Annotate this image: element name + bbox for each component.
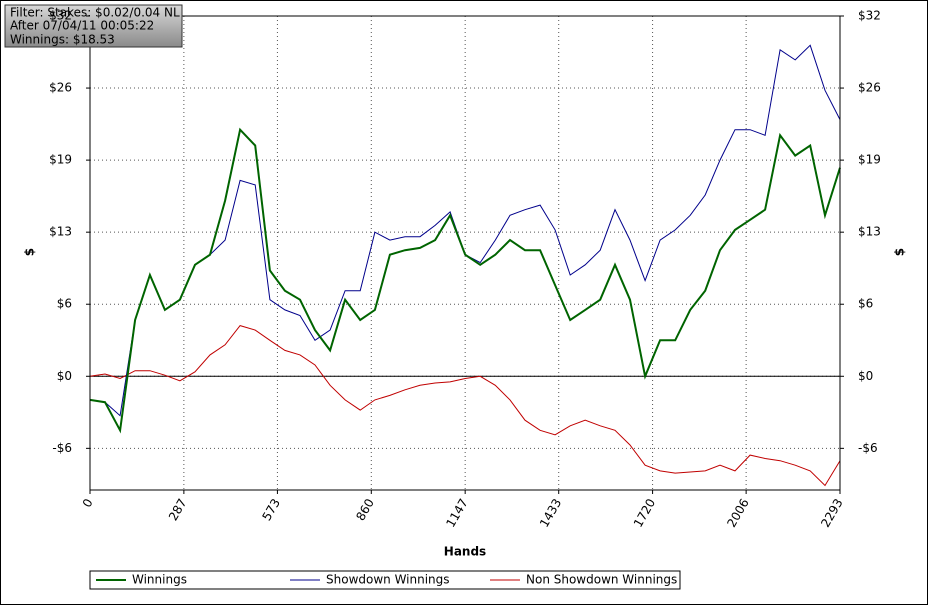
- legend: Winnings Showdown Winnings Non Showdown Wi…: [96, 573, 677, 587]
- x-axis-label: Hands: [444, 545, 486, 559]
- y-tick-label: $32: [49, 9, 72, 23]
- y2-tick-label: $0: [858, 369, 873, 383]
- y2-axis-label: $: [893, 248, 907, 256]
- y2-tick-label: $26: [858, 81, 881, 95]
- y2-tick-label: -$6: [858, 441, 878, 455]
- series-line: [89, 127, 841, 434]
- y-tick-label: $6: [57, 297, 72, 311]
- legend-label: Winnings: [132, 573, 187, 587]
- y-axis-label: $: [23, 248, 37, 256]
- info-text: After 07/04/11 00:05:22: [10, 19, 154, 33]
- info-box: Filter: Stakes: $0.02/0.04 NL After 07/0…: [4, 4, 183, 48]
- y2-tick-label: $6: [858, 297, 873, 311]
- y2-tick-label: $32: [858, 9, 881, 23]
- y-tick-label: $0: [57, 369, 72, 383]
- info-text: Winnings: $18.53: [10, 33, 115, 47]
- y-tick-label: -$6: [52, 441, 72, 455]
- info-text: Filter: Stakes: $0.02/0.04 NL: [10, 6, 180, 20]
- legend-label: Showdown Winnings: [326, 573, 450, 587]
- y2-tick-label: $19: [858, 153, 881, 167]
- legend-box: [89, 570, 681, 590]
- legend-label: Non Showdown Winnings: [526, 573, 677, 587]
- plot-lines: [89, 44, 841, 487]
- y-tick-label: $19: [49, 153, 72, 167]
- y-tick-label: $26: [49, 81, 72, 95]
- y-tick-label: $13: [49, 225, 72, 239]
- info-box-bg: [4, 4, 183, 48]
- series-line: [89, 325, 841, 487]
- y2-tick-label: $13: [858, 225, 881, 239]
